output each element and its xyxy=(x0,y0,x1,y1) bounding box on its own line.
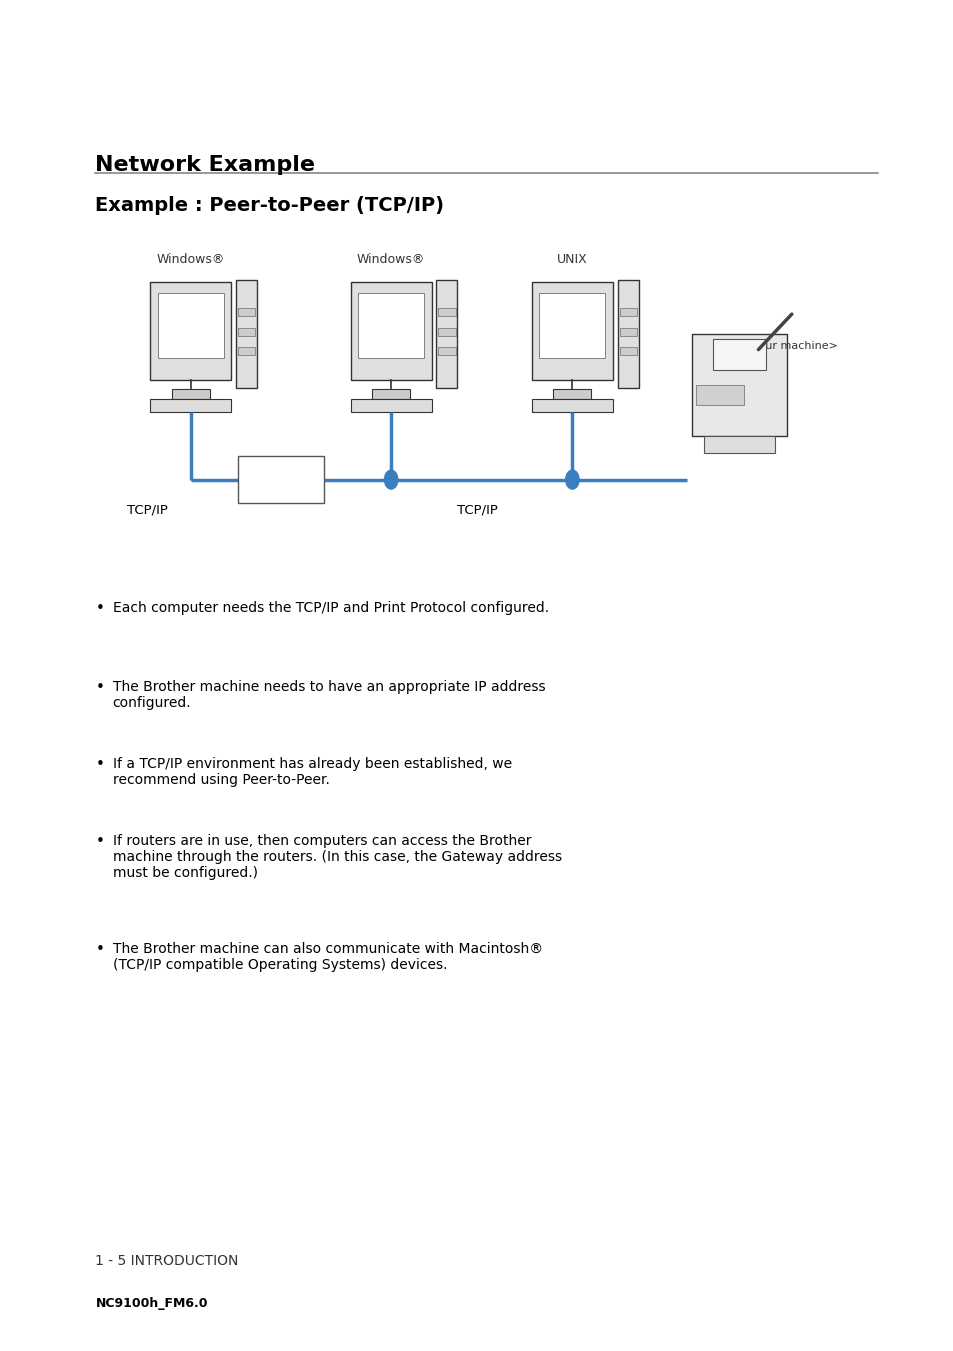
Text: •: • xyxy=(95,601,104,616)
Text: <Your machine>: <Your machine> xyxy=(743,342,837,351)
Text: TCP/IP: TCP/IP xyxy=(456,504,497,517)
FancyBboxPatch shape xyxy=(691,335,786,435)
Circle shape xyxy=(565,470,578,489)
Text: Windows®: Windows® xyxy=(356,253,425,266)
FancyBboxPatch shape xyxy=(702,435,774,454)
Text: •: • xyxy=(95,680,104,694)
Text: Each computer needs the TCP/IP and Print Protocol configured.: Each computer needs the TCP/IP and Print… xyxy=(112,601,548,615)
FancyBboxPatch shape xyxy=(351,282,431,380)
FancyBboxPatch shape xyxy=(619,328,637,336)
FancyBboxPatch shape xyxy=(172,389,210,399)
Text: •: • xyxy=(95,942,104,957)
Text: TCP/IP: TCP/IP xyxy=(128,504,168,517)
FancyBboxPatch shape xyxy=(351,399,431,412)
FancyBboxPatch shape xyxy=(151,282,231,380)
FancyBboxPatch shape xyxy=(238,455,324,503)
FancyBboxPatch shape xyxy=(158,293,223,358)
FancyBboxPatch shape xyxy=(372,389,410,399)
Text: Example : Peer-to-Peer (TCP/IP): Example : Peer-to-Peer (TCP/IP) xyxy=(95,196,444,215)
Text: If a TCP/IP environment has already been established, we
recommend using Peer-to: If a TCP/IP environment has already been… xyxy=(112,757,511,786)
FancyBboxPatch shape xyxy=(531,282,612,380)
FancyBboxPatch shape xyxy=(358,293,423,358)
Text: •: • xyxy=(95,757,104,771)
FancyBboxPatch shape xyxy=(238,347,255,355)
Text: 1 - 5 INTRODUCTION: 1 - 5 INTRODUCTION xyxy=(95,1254,238,1267)
Text: The Brother machine needs to have an appropriate IP address
configured.: The Brother machine needs to have an app… xyxy=(112,680,544,709)
Text: •: • xyxy=(95,834,104,848)
FancyBboxPatch shape xyxy=(696,385,743,405)
FancyBboxPatch shape xyxy=(618,280,638,388)
Text: The Brother machine can also communicate with Macintosh®
(TCP/IP compatible Oper: The Brother machine can also communicate… xyxy=(112,942,542,971)
FancyBboxPatch shape xyxy=(238,328,255,336)
FancyBboxPatch shape xyxy=(437,328,455,336)
FancyBboxPatch shape xyxy=(436,280,456,388)
Text: If routers are in use, then computers can access the Brother
machine through the: If routers are in use, then computers ca… xyxy=(112,834,561,880)
FancyBboxPatch shape xyxy=(539,293,605,358)
Text: Windows®: Windows® xyxy=(156,253,225,266)
FancyBboxPatch shape xyxy=(619,347,637,355)
Text: Router: Router xyxy=(260,473,302,486)
Text: Network Example: Network Example xyxy=(95,155,315,176)
FancyBboxPatch shape xyxy=(437,347,455,355)
Circle shape xyxy=(384,470,397,489)
FancyBboxPatch shape xyxy=(236,280,257,388)
FancyBboxPatch shape xyxy=(151,399,231,412)
FancyBboxPatch shape xyxy=(238,308,255,316)
FancyBboxPatch shape xyxy=(553,389,591,399)
FancyBboxPatch shape xyxy=(437,308,455,316)
FancyBboxPatch shape xyxy=(619,308,637,316)
FancyBboxPatch shape xyxy=(713,339,765,370)
Text: NC9100h_FM6.0: NC9100h_FM6.0 xyxy=(95,1297,208,1310)
FancyBboxPatch shape xyxy=(531,399,612,412)
Text: UNIX: UNIX xyxy=(557,253,587,266)
